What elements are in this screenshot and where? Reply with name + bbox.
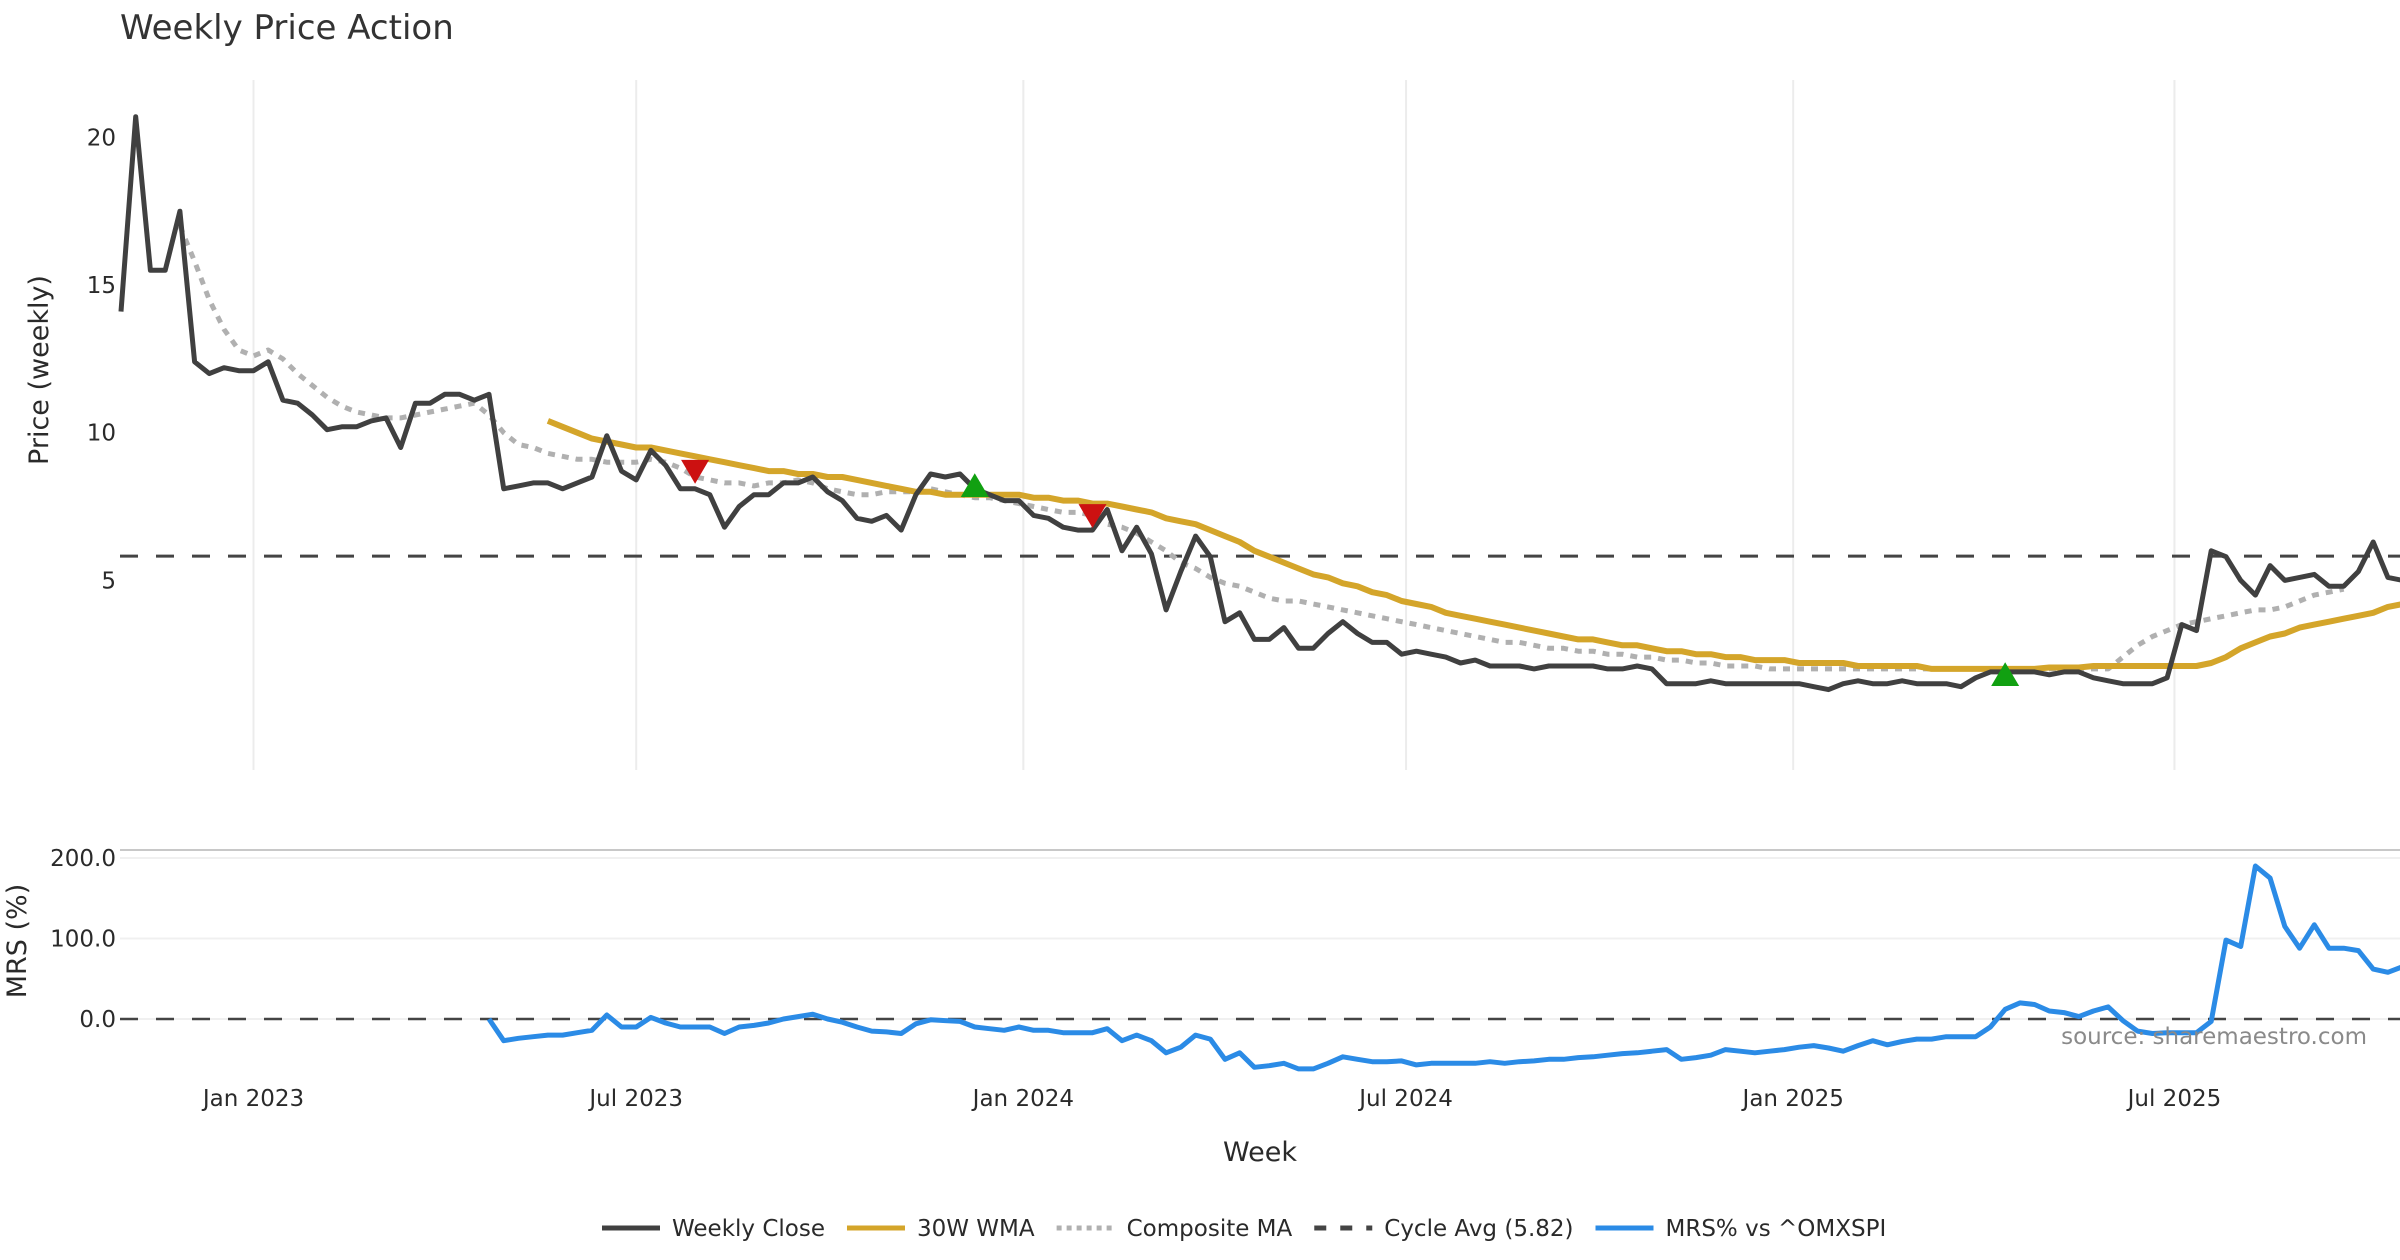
sell-signal-marker (1078, 504, 1107, 528)
x-tick-label: Jul 2025 (2126, 1086, 2222, 1112)
legend-label: Cycle Avg (5.82) (1384, 1216, 1573, 1242)
signal-markers (681, 459, 2020, 687)
source-annotation: source: sharemaestro.com (2061, 1024, 2367, 1050)
buy-signal-marker (1991, 662, 2020, 687)
mrs-y-axis-title: MRS (%) (2, 884, 33, 999)
price-y-axis-title: Price (weekly) (24, 275, 55, 465)
mrs-line (486, 863, 2400, 1072)
weekly-close-line (118, 114, 2400, 693)
legend-label: MRS% vs ^OMXSPI (1666, 1216, 1887, 1242)
mrs-y-tick-label: 200.0 (50, 846, 116, 872)
mrs-y-axis: 0.0 100.0 200.0 (50, 846, 116, 1033)
legend-label: Composite MA (1127, 1216, 1293, 1242)
sell-signal-marker (681, 459, 710, 484)
mrs-y-tick-label: 100.0 (50, 927, 116, 953)
x-tick-label: Jul 2024 (1357, 1086, 1453, 1112)
grid-layer (120, 80, 2400, 1020)
x-tick-label: Jan 2025 (1741, 1086, 1844, 1112)
price-y-tick-label: 15 (87, 273, 116, 299)
price-y-axis: 5 10 15 20 (87, 125, 116, 594)
x-axis-title: Week (1223, 1137, 1297, 1168)
buy-signal-marker (960, 473, 989, 498)
composite-ma-line (177, 225, 2345, 672)
legend-label: Weekly Close (672, 1216, 825, 1242)
x-tick-label: Jul 2023 (587, 1086, 683, 1112)
price-y-tick-label: 10 (87, 421, 116, 447)
wma-30w-line (546, 418, 2400, 672)
reference-lines (120, 554, 2400, 1021)
price-y-tick-label: 20 (87, 125, 116, 151)
mrs-y-tick-label: 0.0 (79, 1007, 116, 1033)
x-axis: Jan 2023 Jul 2023 Jan 2024 Jul 2024 Jan 2025… (201, 1086, 2221, 1112)
legend: Weekly Close 30W WMA Composite MA Cycle Avg… (602, 1216, 1886, 1242)
legend-label: 30W WMA (917, 1216, 1035, 1242)
price-y-tick-label: 5 (101, 568, 116, 594)
x-tick-label: Jan 2024 (971, 1086, 1074, 1112)
x-tick-label: Jan 2023 (201, 1086, 304, 1112)
series-layer (118, 114, 2400, 1072)
chart-title: Weekly Price Action (120, 8, 454, 48)
